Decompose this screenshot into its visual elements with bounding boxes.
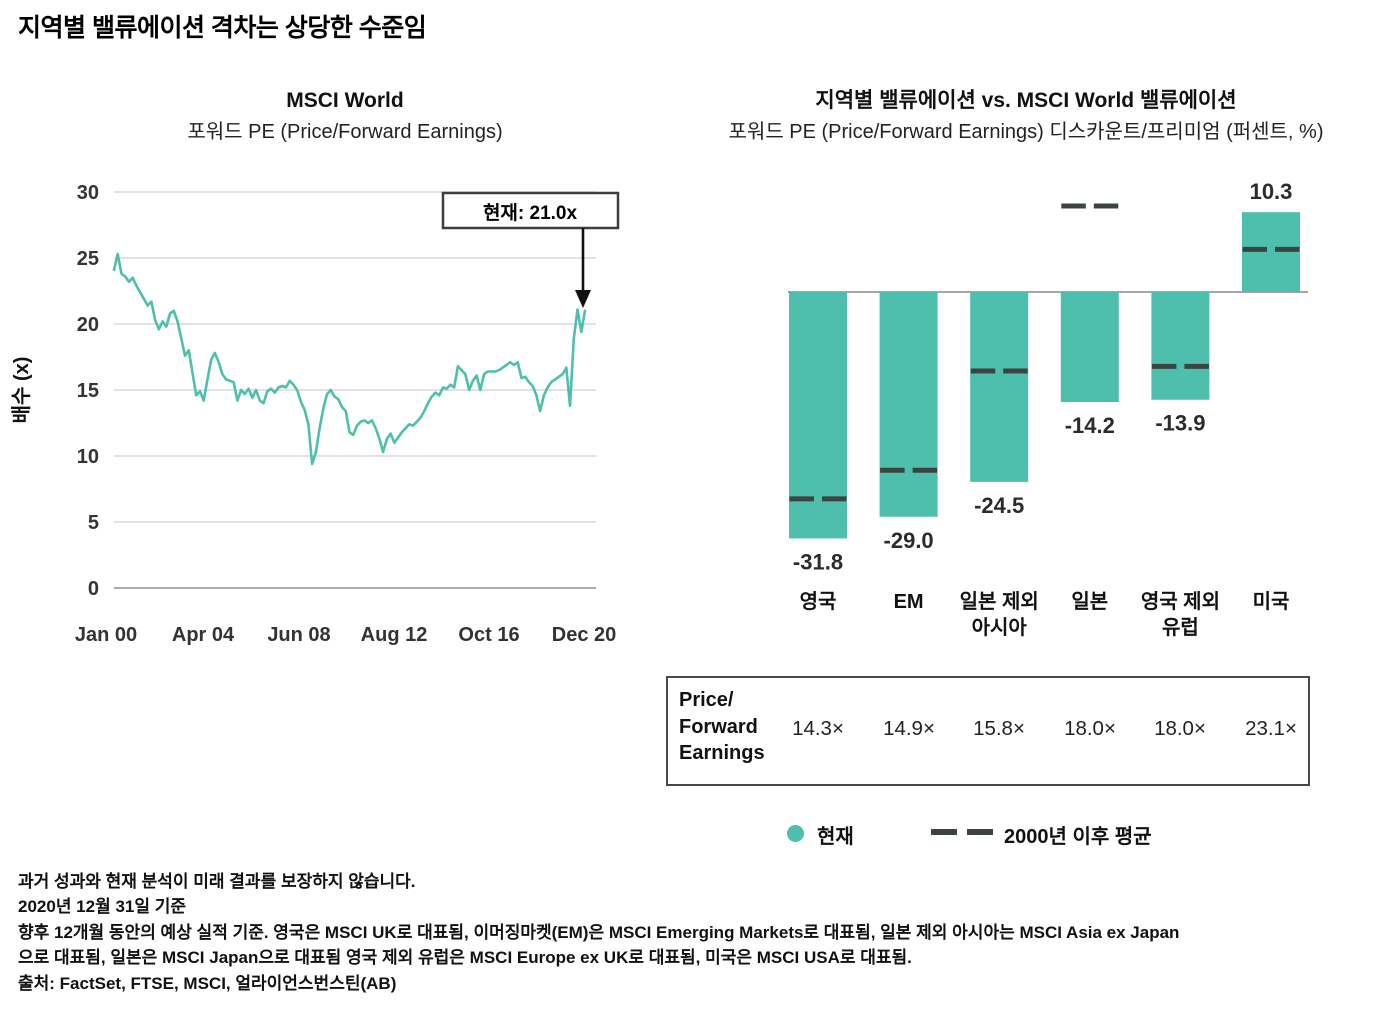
category-label: 일본 제외 <box>960 590 1039 613</box>
right-chart-header: 지역별 밸류에이션 vs. MSCI World 밸류에이션 포워드 PE (P… <box>664 86 1388 147</box>
left-chart-title: MSCI World <box>286 89 404 112</box>
current-bar <box>789 292 847 539</box>
pe-table-row-label: Price/ Forward Earnings <box>679 689 765 764</box>
right-chart-title: 지역별 밸류에이션 vs. MSCI World 밸류에이션 <box>815 89 1237 112</box>
x-tick-label: Jan 00 <box>75 624 137 646</box>
y-tick-label: 15 <box>77 380 99 402</box>
bar-value-label: -29.0 <box>884 528 934 553</box>
y-tick-label: 0 <box>88 578 99 600</box>
y-axis-title: 배수 (x) <box>10 357 33 424</box>
bar-value-label: -14.2 <box>1065 413 1115 438</box>
footnotes: 과거 성과와 현재 분석이 미래 결과를 보장하지 않습니다. 2020년 12… <box>18 869 1380 996</box>
bar-value-label: -31.8 <box>793 549 843 574</box>
current-bar <box>970 292 1029 482</box>
y-tick-label: 10 <box>77 446 99 468</box>
right-chart-subtitle: 포워드 PE (Price/Forward Earnings) 디스카운트/프리… <box>728 121 1324 143</box>
bar-value-label: 10.3 <box>1250 179 1293 204</box>
y-tick-label: 20 <box>77 314 99 336</box>
category-label: 유럽 <box>1162 616 1199 639</box>
y-tick-label: 5 <box>88 512 99 534</box>
category-label: 일본 <box>1071 590 1108 613</box>
bar-value-label: -13.9 <box>1155 411 1205 436</box>
footnote-line: 으로 대표됨, 일본은 MSCI Japan으로 대표됨 영국 제외 유럽은 M… <box>18 948 912 968</box>
y-tick-label: 25 <box>77 248 99 270</box>
x-tick-label: Apr 04 <box>172 624 235 646</box>
category-label: 영국 <box>800 590 837 613</box>
y-tick-label: 30 <box>77 182 99 204</box>
annotation-arrowhead-icon <box>575 290 591 308</box>
page-title: 지역별 밸류에이션 격차는 상당한 수준임 <box>18 14 427 42</box>
pe-value-europe: 18.0× <box>1154 717 1206 740</box>
x-tick-label: Oct 16 <box>458 624 519 646</box>
annotation-box <box>441 191 620 230</box>
pe-value-japan: 18.0× <box>1064 717 1116 740</box>
msci-world-line-chart: 0 5 10 15 20 25 30 Jan 00 Apr 04 Jun 08 Aug 12 Oct … <box>10 182 620 646</box>
current-bar <box>1060 292 1119 403</box>
pe-value-em: 14.9× <box>883 717 935 740</box>
pe-value-uk: 14.3× <box>792 717 844 740</box>
x-tick-label: Jun 08 <box>267 624 330 646</box>
category-label: EM <box>894 591 924 613</box>
bar-value-label: -24.5 <box>974 493 1024 518</box>
footnote-line: 2020년 12월 31일 기준 <box>18 897 187 917</box>
footnote-line: 출처: FactSet, FTSE, MSCI, 얼라이언스번스틴(AB) <box>18 973 397 993</box>
x-tick-label: Dec 20 <box>552 624 617 646</box>
pe-line-series <box>112 252 587 466</box>
current-bar <box>879 292 938 517</box>
pe-value-us: 23.1× <box>1245 717 1297 740</box>
legend-average-dash-icon <box>931 829 993 835</box>
pe-table-box <box>666 676 1310 786</box>
current-bar <box>1151 292 1210 400</box>
legend-average-label: 2000년 이후 평균 <box>1004 826 1152 848</box>
legend-current-dot-icon <box>787 825 804 842</box>
current-bar <box>1242 212 1300 292</box>
annotation-label: 현재: 21.0x <box>483 202 578 224</box>
category-label: 미국 <box>1253 590 1290 613</box>
pe-value-asia: 15.8× <box>973 717 1025 740</box>
x-tick-label: Aug 12 <box>361 624 428 646</box>
footnote-line: 과거 성과와 현재 분석이 미래 결과를 보장하지 않습니다. <box>18 872 416 891</box>
footnote-line: 향후 12개월 동안의 예상 실적 기준. 영국은 MSCI UK로 대표됨, … <box>18 922 1180 942</box>
category-label: 아시아 <box>972 616 1028 639</box>
left-chart-header: MSCI World 포워드 PE (Price/Forward Earning… <box>20 86 670 147</box>
category-label: 영국 제외 <box>1141 590 1220 613</box>
legend-current-label: 현재 <box>817 826 854 848</box>
left-chart-subtitle: 포워드 PE (Price/Forward Earnings) <box>187 121 503 143</box>
